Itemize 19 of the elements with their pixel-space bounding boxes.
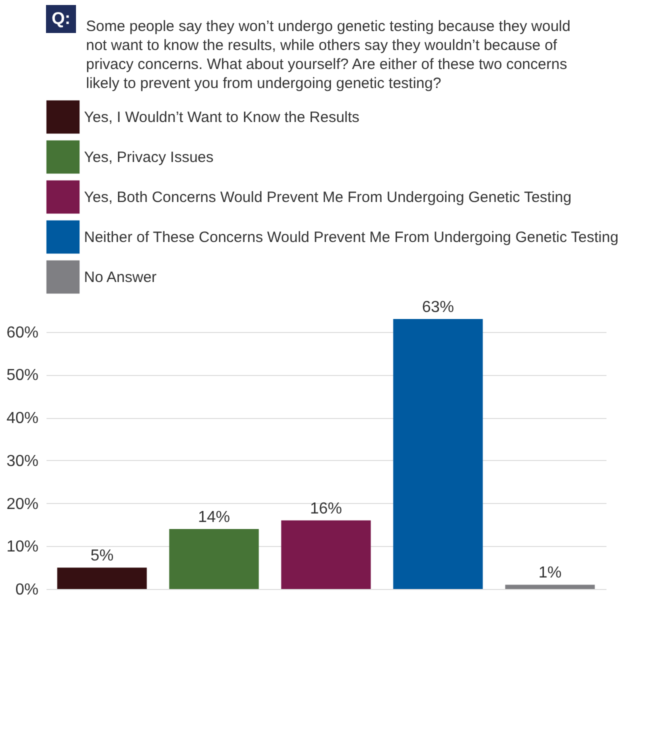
- legend-label: Yes, Privacy Issues: [84, 149, 214, 166]
- data-label: 5%: [90, 548, 114, 565]
- y-tick-label: 30%: [6, 452, 38, 470]
- text: Q:: [52, 9, 70, 28]
- chart-title: Some people say they won’t undergo genetic testing because they would not want to know the results, while others say they wouldn’t because of privacy concerns. What about yourself? Are either of these two concerns likely to prevent you from undergoing genetic testing?: [86, 18, 570, 92]
- y-tick-label: 40%: [6, 410, 38, 428]
- data-label: 63%: [422, 299, 454, 316]
- y-tick-label: 10%: [6, 538, 38, 556]
- data-label: 14%: [198, 509, 230, 526]
- y-tick-label: 50%: [6, 367, 38, 384]
- y-tick-label: 20%: [6, 496, 38, 513]
- legend-label: No Answer: [84, 269, 157, 286]
- y-tick-label: 0%: [15, 582, 38, 598]
- legend-label: Neither of These Concerns Would Prevent Me From Undergoing Genetic Testing: [84, 229, 618, 246]
- legend-label: Yes, I Wouldn’t Want to Know the Results: [84, 109, 360, 126]
- data-label: 1%: [538, 564, 562, 582]
- y-tick-label: 60%: [6, 324, 38, 342]
- data-label: 16%: [310, 500, 342, 518]
- legend-label: Yes, Both Concerns Would Prevent Me From Undergoing Genetic Testing: [84, 189, 572, 206]
